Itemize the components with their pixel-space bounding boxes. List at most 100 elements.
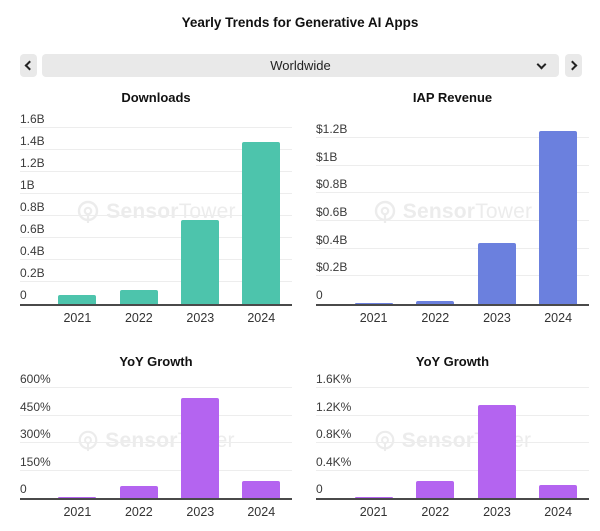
gridline	[20, 171, 292, 172]
x-tick-label-2024: 2024	[544, 505, 573, 519]
bar-2021[interactable]	[58, 295, 97, 304]
bar-2022[interactable]	[119, 289, 158, 304]
bar-2021[interactable]	[58, 496, 97, 498]
x-tick-label-2022: 2022	[124, 311, 153, 325]
page-title: Yearly Trends for Generative AI Apps	[181, 15, 419, 30]
chevron-left-icon	[24, 60, 35, 71]
x-tick-label-2023: 2023	[483, 505, 511, 519]
gridline	[316, 164, 589, 166]
gridline	[20, 237, 292, 238]
gridline	[316, 220, 589, 221]
y-tick-label: 0.8B	[20, 200, 45, 214]
chart-title: Downloads	[121, 90, 191, 105]
gridline	[316, 442, 589, 443]
bar-2024[interactable]	[242, 142, 281, 304]
bar-2022[interactable]	[416, 480, 455, 498]
sensor-tower-watermark: SensorTower	[20, 429, 292, 453]
gridline	[316, 414, 589, 416]
y-tick-label: 600%	[20, 372, 51, 386]
y-tick-label: 1B	[20, 178, 35, 192]
gridline	[20, 193, 292, 194]
bar-2024[interactable]	[539, 484, 578, 498]
bar-2023[interactable]	[477, 243, 516, 304]
chart-title: YoY Growth	[415, 354, 490, 369]
y-tick-label: 0.6B	[20, 222, 45, 236]
x-tick-label-2024: 2024	[247, 505, 276, 519]
x-tick-label-2021: 2021	[359, 311, 388, 325]
gridline	[20, 442, 292, 443]
bar-2023[interactable]	[181, 398, 220, 498]
chevron-down-icon	[536, 59, 547, 70]
y-tick-label: 0	[20, 482, 27, 496]
plot-area-iap-revenue: SensorTower 0 $0.2B $0.4B $0.6B $0.8B $1B $1.2…	[316, 120, 589, 306]
y-tick-label: 1.6K%	[316, 372, 352, 386]
chart-yoy-growth-downloads: YoY Growth SensorTower 0 150% 300% 450% 600%…	[20, 354, 292, 521]
y-tick-label: 0.2B	[20, 266, 45, 280]
y-tick-label: 0	[316, 288, 323, 302]
gridline	[316, 275, 589, 277]
gridline	[316, 387, 589, 388]
y-tick-label: $0.2B	[316, 260, 348, 275]
prev-region-button[interactable]	[20, 54, 37, 77]
bar-2024[interactable]	[242, 481, 281, 498]
x-tick-label-2021: 2021	[63, 505, 92, 519]
y-tick-label: $0.4B	[316, 232, 348, 247]
gridline	[316, 137, 589, 138]
chart-title: IAP Revenue	[412, 90, 493, 105]
bar-2021[interactable]	[354, 496, 393, 498]
bar-2021[interactable]	[354, 302, 393, 304]
region-select[interactable]: Worldwide	[42, 54, 559, 77]
gridline	[20, 215, 292, 216]
x-axis-iap-revenue: 2021 2022 2023 2024	[316, 309, 589, 327]
x-tick-label-2023: 2023	[483, 311, 511, 325]
x-tick-label-2023: 2023	[186, 311, 215, 325]
x-tick-label-2024: 2024	[247, 311, 276, 325]
chevron-right-icon	[567, 60, 578, 71]
plot-area-downloads: SensorTower 0 0.2B 0.4B 0.6B 0.8B 1B 1.2B 1.4B 1…	[20, 113, 292, 306]
bar-2023[interactable]	[477, 405, 516, 498]
sensor-tower-logo-icon	[78, 430, 98, 451]
sensor-tower-watermark: SensorTower	[316, 429, 589, 453]
y-tick-label: 1.2K%	[316, 399, 352, 414]
x-axis-downloads: 2021 2022 2023 2024	[20, 309, 292, 327]
y-tick-label: $1B	[316, 149, 338, 164]
next-region-button[interactable]	[565, 54, 582, 77]
gridline	[20, 387, 292, 388]
x-axis-yoy-growth-revenue: 2021 2022 2023 2024	[316, 503, 589, 521]
region-select-value: Worldwide	[270, 58, 331, 73]
chart-downloads: Downloads SensorTower 0 0.2B 0.4B 0.6B 0.8B 1…	[20, 90, 292, 327]
gridline	[316, 247, 589, 249]
gridline	[316, 192, 589, 194]
x-tick-label-2024: 2024	[544, 311, 573, 325]
y-tick-label: $0.8B	[316, 177, 348, 192]
x-tick-label-2021: 2021	[359, 505, 388, 519]
bar-2022[interactable]	[416, 301, 455, 304]
y-tick-label: $0.6B	[316, 205, 348, 219]
gridline	[20, 469, 292, 471]
y-tick-label: $1.2B	[316, 122, 348, 136]
x-tick-label-2022: 2022	[421, 505, 450, 519]
y-tick-label: 0.4B	[20, 244, 45, 258]
plot-area-yoy-growth-revenue: SensorTower 0 0.4K% 0.8K% 1.2K% 1.6K%	[316, 373, 589, 500]
y-tick-label: 0	[316, 482, 323, 496]
chart-yoy-growth-revenue: YoY Growth SensorTower 0 0.4K% 0.8K% 1.2K% 1…	[316, 354, 589, 521]
bar-2024[interactable]	[539, 131, 578, 304]
x-axis-yoy-growth-downloads: 2021 2022 2023 2024	[20, 503, 292, 521]
x-tick-label-2021: 2021	[63, 311, 92, 325]
y-tick-label: 0.8K%	[316, 427, 352, 441]
plot-area-yoy-growth-downloads: SensorTower 0 150% 300% 450% 600%	[20, 373, 292, 500]
x-tick-label-2023: 2023	[186, 505, 215, 519]
y-tick-label: 0.4K%	[316, 454, 352, 469]
y-tick-label: 450%	[20, 399, 51, 414]
y-tick-label: 0	[20, 288, 27, 302]
bar-2023[interactable]	[181, 220, 220, 304]
chart-iap-revenue: IAP Revenue SensorTower 0 $0.2B $0.4B $0.6B…	[316, 90, 589, 327]
y-tick-label: 300%	[20, 427, 51, 441]
bar-2022[interactable]	[119, 486, 158, 498]
gridline	[20, 259, 292, 260]
sensor-tower-logo-icon	[375, 430, 395, 451]
x-tick-label-2022: 2022	[124, 505, 153, 519]
chart-title: YoY Growth	[119, 354, 193, 369]
gridline	[316, 469, 589, 471]
